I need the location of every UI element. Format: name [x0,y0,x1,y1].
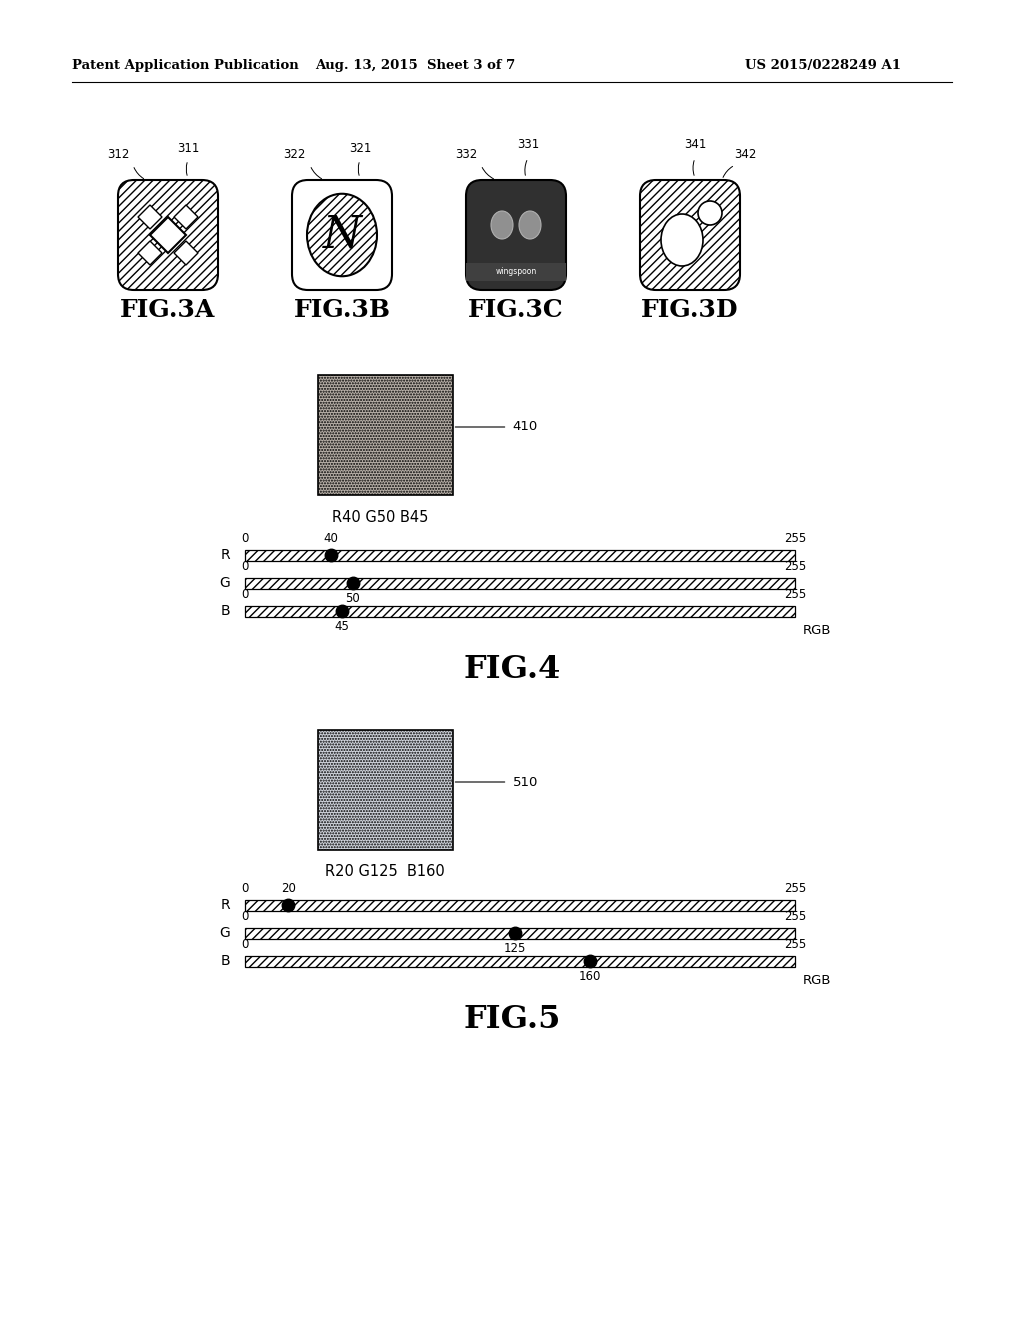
Bar [317,375,453,495]
Text: 160: 160 [579,970,601,983]
Text: 255: 255 [784,911,806,924]
Text: 341: 341 [684,139,707,152]
Ellipse shape [490,211,513,239]
FancyBboxPatch shape [466,180,566,290]
Text: 332: 332 [455,149,477,161]
Text: 255: 255 [784,589,806,602]
Text: FIG.3B: FIG.3B [294,298,390,322]
Text: RGB: RGB [803,624,831,638]
Bar [245,578,795,589]
FancyBboxPatch shape [640,180,740,290]
Text: 342: 342 [734,149,756,161]
Polygon shape [150,216,186,253]
Text: 0: 0 [242,561,249,573]
Text: R40 G50 B45: R40 G50 B45 [332,510,428,524]
Text: 255: 255 [784,883,806,895]
Text: FIG.5: FIG.5 [463,1005,561,1035]
Text: FIG.4: FIG.4 [463,655,561,685]
Text: 322: 322 [283,149,305,161]
Text: RGB: RGB [803,974,831,987]
Text: 125: 125 [504,942,525,956]
Text: G: G [219,576,230,590]
Text: 0: 0 [242,911,249,924]
Text: R: R [220,898,229,912]
Text: 50: 50 [345,593,360,606]
Text: wingspoon: wingspoon [496,268,537,276]
Text: 45: 45 [335,620,349,634]
Text: 0: 0 [242,532,249,545]
Bar [245,606,795,616]
Polygon shape [174,205,198,228]
Text: Aug. 13, 2015  Sheet 3 of 7: Aug. 13, 2015 Sheet 3 of 7 [314,58,515,71]
Bar [245,928,795,939]
Text: R20 G125  B160: R20 G125 B160 [326,865,444,879]
Text: B: B [220,605,229,618]
Text: 510: 510 [512,776,538,788]
Text: 0: 0 [242,883,249,895]
Text: FIG.3A: FIG.3A [120,298,216,322]
Bar [245,899,795,911]
Text: FIG.3C: FIG.3C [468,298,564,322]
FancyBboxPatch shape [292,180,392,290]
Text: 40: 40 [324,532,339,545]
Bar [317,730,453,850]
Circle shape [698,201,722,224]
Text: 410: 410 [512,421,538,433]
Ellipse shape [307,194,377,276]
Text: US 2015/0228249 A1: US 2015/0228249 A1 [745,58,901,71]
Text: 255: 255 [784,532,806,545]
Text: 255: 255 [784,561,806,573]
Text: Patent Application Publication: Patent Application Publication [72,58,299,71]
Text: FIG.3D: FIG.3D [641,298,738,322]
Text: 311: 311 [177,141,200,154]
Ellipse shape [662,214,703,267]
Text: 321: 321 [349,141,371,154]
Text: 255: 255 [784,939,806,952]
Text: 20: 20 [281,883,296,895]
Bar [245,549,795,561]
Text: 312: 312 [106,149,129,161]
Text: 0: 0 [242,589,249,602]
Bar [245,956,795,966]
Text: 331: 331 [517,139,539,152]
Polygon shape [174,242,198,265]
Ellipse shape [519,211,541,239]
Text: 0: 0 [242,939,249,952]
Text: G: G [219,927,230,940]
Text: R: R [220,548,229,562]
Bar [466,263,566,281]
Text: N: N [323,214,361,256]
Text: B: B [220,954,229,968]
Polygon shape [138,242,162,265]
FancyBboxPatch shape [118,180,218,290]
Polygon shape [138,205,162,228]
